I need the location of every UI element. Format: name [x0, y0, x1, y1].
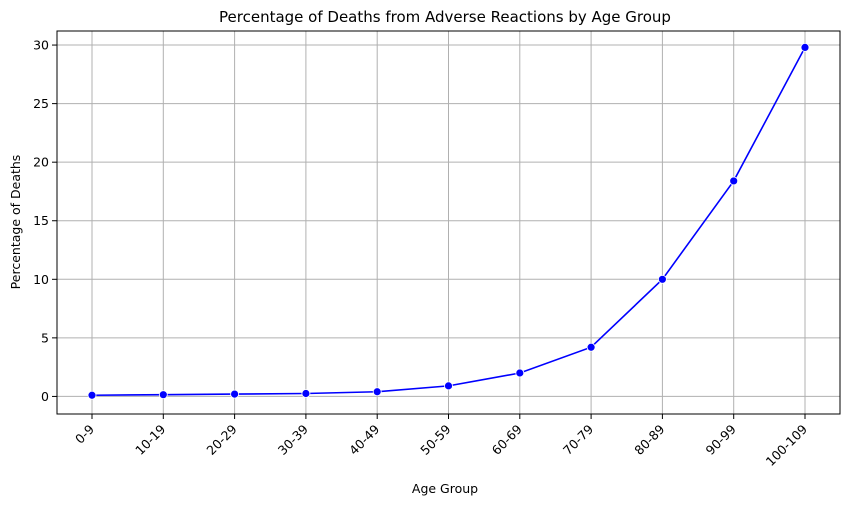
x-tick-label: 0-9 — [72, 421, 97, 446]
y-tick-label: 10 — [33, 272, 49, 287]
y-tick-label: 15 — [33, 213, 49, 228]
y-tick-label: 5 — [41, 330, 49, 345]
x-axis: 0-9 10-19 20-29 30-39 40-49 50-59 60-69 70-79 80… — [72, 414, 810, 469]
y-tick-label: 30 — [33, 38, 49, 53]
x-tick-label: 100-109 — [763, 421, 811, 469]
x-tick-label: 70-79 — [560, 421, 596, 457]
data-point — [158, 390, 168, 400]
y-axis: 0 5 10 15 20 25 30 — [33, 38, 57, 404]
y-tick-label: 0 — [41, 389, 49, 404]
series-layer — [87, 42, 810, 400]
data-point — [87, 390, 97, 400]
x-tick-label: 40-49 — [346, 421, 382, 457]
data-point — [729, 176, 739, 186]
x-tick-label: 50-59 — [417, 421, 453, 457]
data-point — [800, 42, 810, 52]
chart-title: Percentage of Deaths from Adverse Reacti… — [219, 8, 671, 26]
data-point — [444, 381, 453, 391]
x-tick-label: 60-69 — [489, 421, 525, 457]
data-point — [586, 342, 596, 352]
x-tick-label: 30-39 — [275, 421, 311, 457]
x-axis-label: Age Group — [412, 481, 478, 496]
grid-lines — [57, 31, 840, 414]
data-point — [230, 389, 240, 399]
y-tick-label: 20 — [33, 155, 49, 170]
y-axis-label: Percentage of Deaths — [8, 155, 23, 290]
x-tick-label: 90-99 — [703, 421, 739, 457]
data-point — [658, 274, 667, 284]
x-tick-label: 10-19 — [132, 421, 168, 457]
x-tick-label: 80-89 — [631, 421, 667, 457]
data-point — [515, 368, 525, 378]
x-tick-label: 20-29 — [203, 421, 239, 457]
data-point — [372, 387, 382, 397]
y-tick-label: 25 — [33, 96, 49, 111]
data-point — [301, 389, 311, 398]
